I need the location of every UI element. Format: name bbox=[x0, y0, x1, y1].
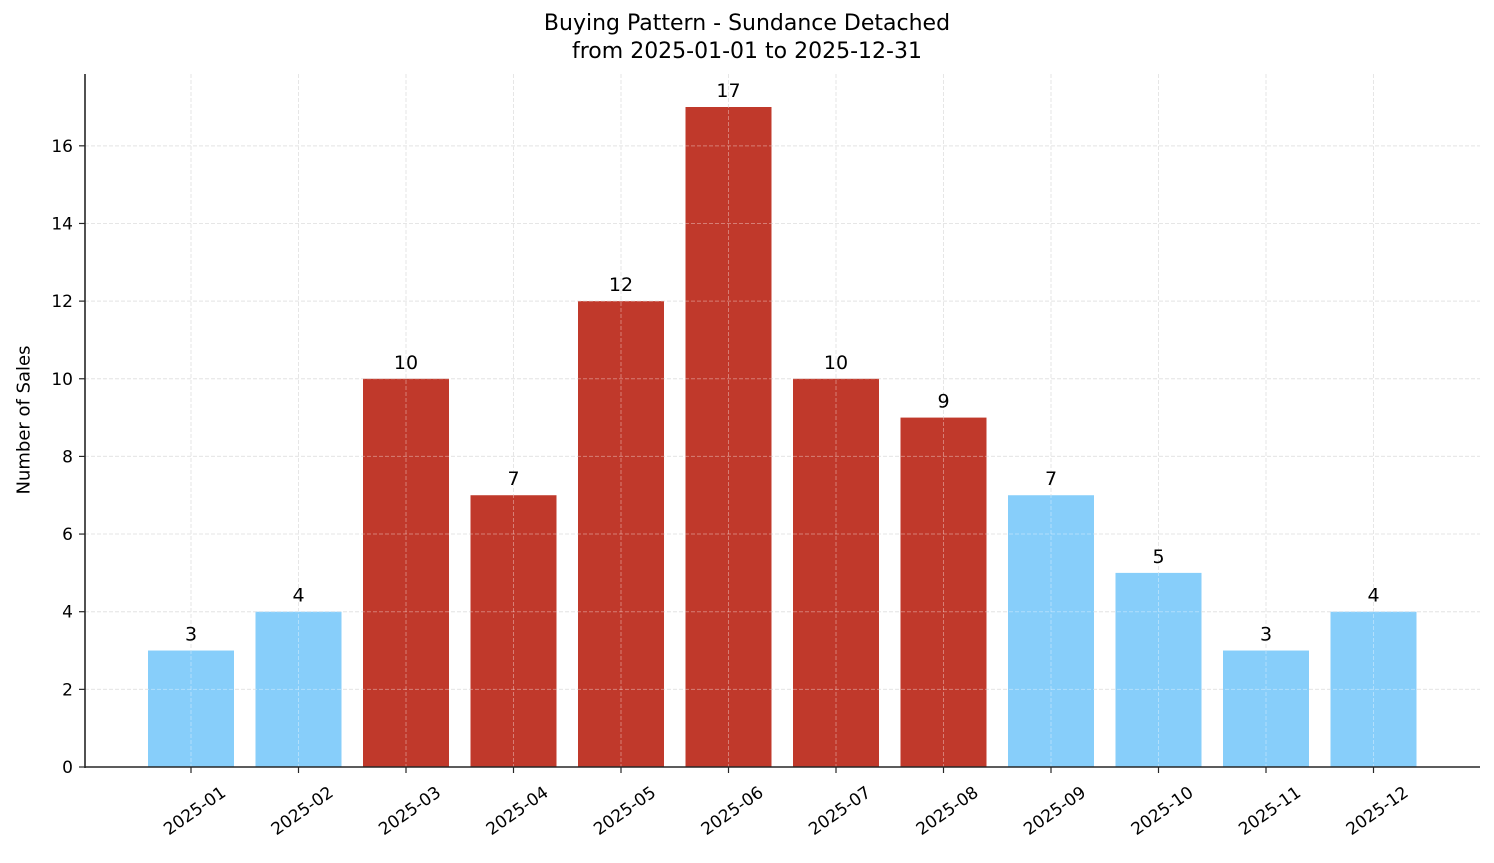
x-tick-label: 2025-10 bbox=[1128, 783, 1198, 840]
chart-subtitle-line: from 2025-01-01 to 2025-12-31 bbox=[572, 39, 922, 64]
bar-2025-05 bbox=[578, 301, 664, 767]
y-tick-label: 0 bbox=[62, 758, 73, 778]
value-labels: 3 4 10 7 12 17 10 9 7 5 3 4 bbox=[185, 80, 1380, 646]
chart-title: Buying Pattern - Sundance Detached from … bbox=[0, 10, 1494, 66]
x-tick-label: 2025-02 bbox=[268, 783, 338, 840]
bar-2025-01 bbox=[148, 650, 234, 767]
y-tick-label: 16 bbox=[51, 137, 73, 157]
value-label: 7 bbox=[1045, 468, 1057, 490]
value-label: 17 bbox=[716, 80, 740, 102]
x-tick-label: 2025-05 bbox=[590, 783, 660, 840]
value-label: 10 bbox=[394, 352, 418, 374]
x-tick-label: 2025-09 bbox=[1020, 783, 1090, 840]
grid-lines-overlay bbox=[85, 74, 1480, 767]
x-tick-label: 2025-12 bbox=[1343, 783, 1413, 840]
y-tick-label: 14 bbox=[51, 214, 73, 234]
value-label: 3 bbox=[1260, 624, 1272, 646]
bars bbox=[148, 107, 1417, 767]
x-tick-label: 2025-07 bbox=[805, 783, 875, 840]
value-label: 5 bbox=[1152, 546, 1164, 568]
value-label: 4 bbox=[292, 585, 304, 607]
value-label: 4 bbox=[1367, 585, 1379, 607]
y-tick-label: 4 bbox=[62, 603, 73, 623]
x-tick-label: 2025-04 bbox=[483, 783, 553, 840]
bar-2025-10 bbox=[1115, 572, 1202, 767]
x-tick-label: 2025-06 bbox=[698, 783, 768, 840]
bar-2025-04 bbox=[470, 495, 557, 767]
value-label: 12 bbox=[609, 274, 633, 296]
bar-2025-02 bbox=[255, 611, 342, 767]
x-tick-label: 2025-11 bbox=[1235, 783, 1305, 840]
y-tick-label: 12 bbox=[51, 292, 73, 312]
value-label: 9 bbox=[937, 391, 949, 413]
value-label: 7 bbox=[507, 468, 519, 490]
x-tick-label: 2025-01 bbox=[160, 783, 230, 840]
bar-2025-06 bbox=[685, 107, 772, 767]
value-label: 10 bbox=[824, 352, 848, 374]
bar-2025-12 bbox=[1330, 611, 1417, 767]
value-label: 3 bbox=[185, 624, 197, 646]
bar-2025-08 bbox=[900, 417, 987, 767]
y-tick-label: 2 bbox=[62, 680, 73, 700]
y-tick-label: 6 bbox=[62, 525, 73, 545]
bar-2025-09 bbox=[1008, 495, 1094, 767]
y-tick-label: 8 bbox=[62, 447, 73, 467]
y-tick-label: 10 bbox=[51, 370, 73, 390]
x-tick-label: 2025-03 bbox=[375, 783, 445, 840]
bar-2025-03 bbox=[363, 378, 449, 767]
bar-2025-07 bbox=[793, 378, 879, 767]
x-tick-label: 2025-08 bbox=[913, 783, 983, 840]
bar-2025-11 bbox=[1223, 650, 1309, 767]
chart-title-line: Buying Pattern - Sundance Detached bbox=[543, 11, 951, 36]
